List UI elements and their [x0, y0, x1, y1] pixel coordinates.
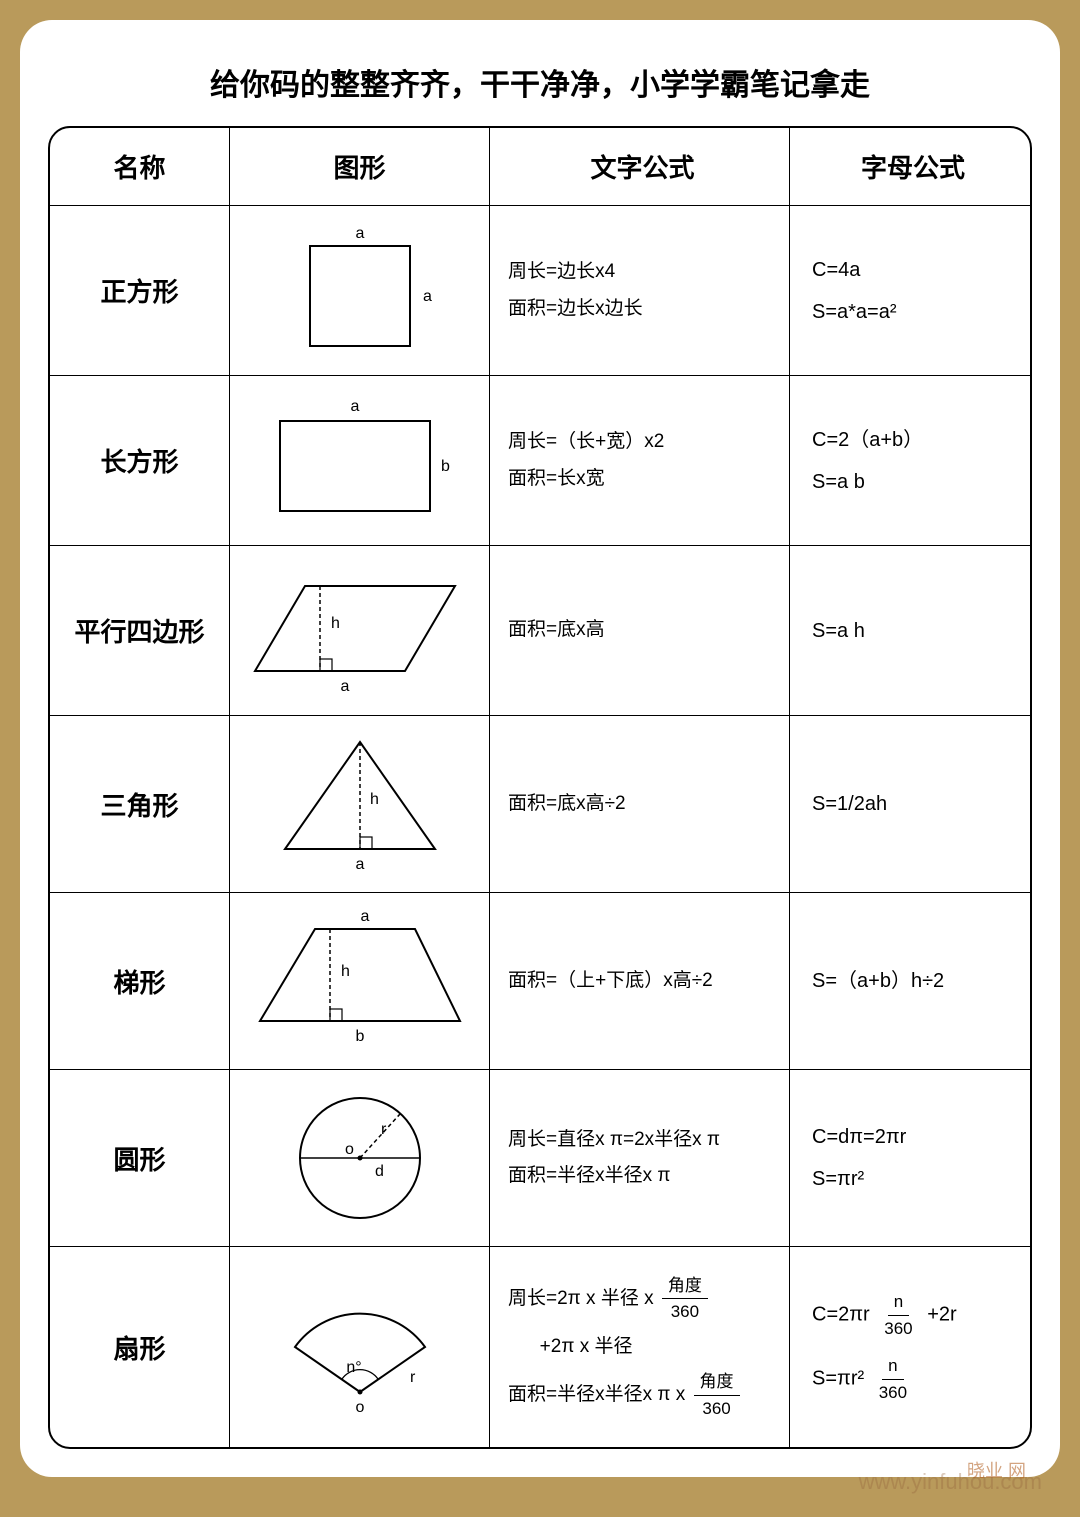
table-row: 正方形 a a 周长=边长x4 面积=边长x边长 C=4a S=a*a=a² — [50, 206, 1030, 376]
svg-text:b: b — [441, 458, 450, 475]
text-formula: 面积=底x高 — [490, 546, 790, 715]
formula-line: C=2πr n360 +2r — [812, 1289, 957, 1341]
symbol-line: S=a b — [812, 467, 865, 497]
formula-line: 面积=长x宽 — [508, 465, 605, 494]
svg-text:o: o — [345, 1141, 354, 1158]
svg-text:a: a — [360, 908, 369, 925]
formula-line: S=πr² n360 — [812, 1353, 916, 1405]
svg-text:r: r — [410, 1369, 416, 1386]
symbol-formula: S=a h — [790, 546, 1030, 715]
shape-diagram: n° r o — [230, 1247, 490, 1447]
formula-line: 周长=2π x 半径 x 角度360 — [508, 1273, 711, 1325]
svg-text:h: h — [331, 615, 340, 632]
shape-diagram: h a b — [230, 893, 490, 1069]
formula-line: 面积=边长x边长 — [508, 295, 643, 324]
text-formula: 周长=（长+宽）x2 面积=长x宽 — [490, 376, 790, 545]
svg-text:n°: n° — [346, 1359, 361, 1376]
table-header-row: 名称 图形 文字公式 字母公式 — [50, 128, 1030, 206]
svg-text:a: a — [355, 225, 364, 242]
table-row: 平行四边形 h a 面积=底x高 S=a h — [50, 546, 1030, 716]
shape-diagram: h a — [230, 546, 490, 715]
symbol-line: S=（a+b）h÷2 — [812, 966, 944, 996]
svg-text:o: o — [355, 1399, 364, 1416]
triangle-icon: h a — [270, 724, 450, 884]
shape-diagram: o r d — [230, 1070, 490, 1246]
svg-text:r: r — [381, 1121, 387, 1138]
text-formula: 面积=（上+下底）x高÷2 — [490, 893, 790, 1069]
symbol-formula: C=dπ=2πr S=πr² — [790, 1070, 1030, 1246]
symbol-line: S=πr² — [812, 1164, 864, 1194]
symbol-line: C=2（a+b） — [812, 425, 923, 455]
svg-text:h: h — [370, 791, 379, 808]
svg-text:a: a — [355, 856, 364, 873]
svg-text:d: d — [375, 1163, 384, 1180]
symbol-line: C=dπ=2πr — [812, 1122, 906, 1152]
formula-line: 面积=半径x半径x π x 角度360 — [508, 1369, 743, 1421]
formula-line: 面积=底x高 — [508, 616, 605, 645]
rectangle-icon: a b — [255, 386, 465, 536]
shape-diagram: a b — [230, 376, 490, 545]
symbol-line: S=1/2ah — [812, 789, 887, 819]
svg-text:b: b — [355, 1028, 364, 1045]
formula-line: +2π x 半径 — [508, 1333, 633, 1362]
shape-name: 平行四边形 — [50, 546, 230, 715]
page-title: 给你码的整整齐齐，干干净净，小学学霸笔记拿走 — [48, 60, 1032, 104]
symbol-line: S=a h — [812, 616, 865, 646]
square-icon: a a — [275, 216, 445, 366]
col-header-text: 文字公式 — [490, 128, 790, 205]
trapezoid-icon: h a b — [245, 901, 475, 1061]
text-formula: 周长=边长x4 面积=边长x边长 — [490, 206, 790, 375]
shape-name: 梯形 — [50, 893, 230, 1069]
parallelogram-icon: h a — [245, 556, 475, 706]
shape-name: 正方形 — [50, 206, 230, 375]
formula-line: 面积=底x高÷2 — [508, 790, 626, 819]
formula-line: 面积=（上+下底）x高÷2 — [508, 967, 713, 996]
svg-text:a: a — [350, 398, 359, 415]
page: 给你码的整整齐齐，干干净净，小学学霸笔记拿走 名称 图形 文字公式 字母公式 正… — [20, 20, 1060, 1477]
shape-diagram: a a — [230, 206, 490, 375]
shape-name: 长方形 — [50, 376, 230, 545]
table-row: 圆形 o r d 周长=直径x π=2x半径x π 面积=半径x半径x π C=d… — [50, 1070, 1030, 1247]
table-row: 三角形 h a 面积=底x高÷2 S=1/2ah — [50, 716, 1030, 893]
col-header-symbol: 字母公式 — [790, 128, 1030, 205]
col-header-shape: 图形 — [230, 128, 490, 205]
symbol-formula: C=2（a+b） S=a b — [790, 376, 1030, 545]
table-row: 梯形 h a b 面积=（上+下底）x高÷2 S=（a+b）h÷2 — [50, 893, 1030, 1070]
text-formula: 面积=底x高÷2 — [490, 716, 790, 892]
symbol-formula: S=1/2ah — [790, 716, 1030, 892]
text-formula: 周长=直径x π=2x半径x π 面积=半径x半径x π — [490, 1070, 790, 1246]
symbol-line: C=4a — [812, 255, 860, 285]
shape-name: 扇形 — [50, 1247, 230, 1447]
formula-line: 面积=半径x半径x π — [508, 1162, 670, 1191]
shape-name: 圆形 — [50, 1070, 230, 1246]
shape-diagram: h a — [230, 716, 490, 892]
symbol-formula: C=4a S=a*a=a² — [790, 206, 1030, 375]
table-row: 扇形 n° r o 周长=2π x 半径 x 角度360 +2π x 半径面积=… — [50, 1247, 1030, 1447]
shape-name: 三角形 — [50, 716, 230, 892]
symbol-formula: C=2πr n360 +2r S=πr² n360 — [790, 1247, 1030, 1447]
svg-text:a: a — [340, 678, 349, 695]
formula-line: 周长=（长+宽）x2 — [508, 428, 664, 457]
formula-line: 周长=直径x π=2x半径x π — [508, 1126, 720, 1155]
symbol-line: S=a*a=a² — [812, 297, 897, 327]
formula-line: 周长=边长x4 — [508, 258, 615, 287]
symbol-formula: S=（a+b）h÷2 — [790, 893, 1030, 1069]
watermark-url: www.yinfuhou.com — [859, 1469, 1042, 1495]
text-formula: 周长=2π x 半径 x 角度360 +2π x 半径面积=半径x半径x π x… — [490, 1247, 790, 1447]
col-header-name: 名称 — [50, 128, 230, 205]
formula-table: 名称 图形 文字公式 字母公式 正方形 a a 周长=边长x4 面积=边长x边长 … — [48, 126, 1032, 1449]
circle-icon: o r d — [275, 1078, 445, 1238]
svg-text:h: h — [341, 963, 350, 980]
svg-text:a: a — [423, 288, 432, 305]
sector-icon: n° r o — [260, 1272, 460, 1422]
table-row: 长方形 a b 周长=（长+宽）x2 面积=长x宽 C=2（a+b） S=a b — [50, 376, 1030, 546]
